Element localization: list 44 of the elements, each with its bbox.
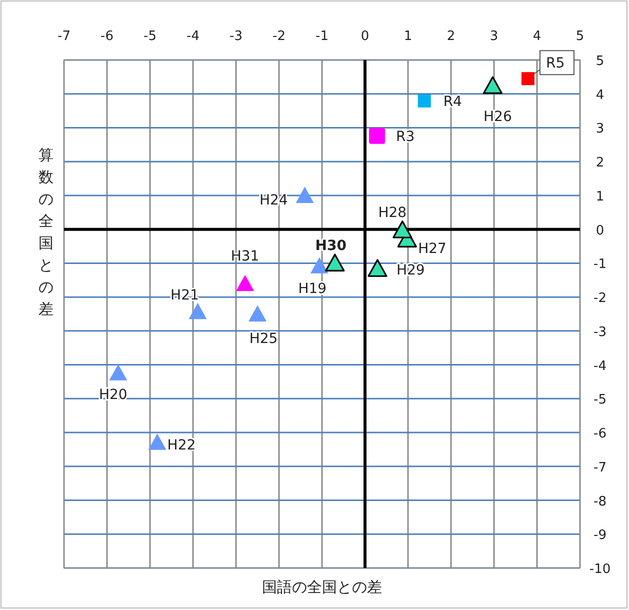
y-tick-label: -2: [594, 291, 606, 306]
data-label: H27: [418, 241, 446, 258]
x-tick-label: 0: [360, 29, 370, 44]
data-label: H19: [298, 280, 327, 297]
x-tick-label: 1: [404, 29, 412, 44]
y-tick-label: -8: [594, 494, 606, 510]
y-tick-label: -4: [594, 358, 606, 374]
data-label: H24: [259, 192, 288, 208]
y-tick-label: -3: [594, 324, 606, 340]
y-tick-label: -10: [589, 562, 611, 577]
data-label: H29: [396, 262, 425, 279]
x-tick-label: -7: [58, 29, 70, 44]
x-tick-label: -5: [144, 29, 156, 44]
data-label: H31: [230, 248, 260, 265]
y-tick-label: 5: [596, 54, 604, 69]
x-tick-label: -6: [100, 29, 114, 44]
data-label: H22: [167, 437, 196, 454]
x-tick-label: 5: [576, 29, 584, 44]
x-axis-title: 国語の全国との差: [262, 578, 382, 596]
data-label: R3: [396, 128, 415, 145]
y-tick-label: -7: [594, 460, 606, 476]
y-tick-label: 0: [596, 223, 604, 238]
x-tick-label: -1: [316, 29, 328, 44]
x-tick-label: -3: [230, 29, 242, 44]
data-label: R5: [546, 56, 565, 72]
x-tick-label: 4: [532, 29, 542, 44]
y-tick-label: 1: [596, 189, 604, 204]
y-tick-label: 2: [596, 156, 604, 171]
data-label: H30: [315, 238, 347, 254]
y-tick-label: 3: [596, 122, 604, 137]
data-label: H26: [484, 108, 512, 125]
y-tick-label: -6: [594, 426, 606, 442]
y-tick-label: 4: [596, 88, 604, 103]
x-tick-label: 2: [446, 29, 456, 44]
y-axis-title: 算数の全国との差: [38, 146, 54, 318]
data-label: H28: [378, 205, 407, 222]
y-tick-label: -1: [594, 257, 606, 272]
y-tick-label: -9: [594, 528, 606, 544]
x-tick-label: -4: [186, 29, 200, 44]
data-label: H25: [249, 331, 278, 348]
data-label: R4: [443, 94, 462, 110]
x-tick-label: -2: [272, 29, 286, 44]
y-tick-label: -5: [594, 392, 606, 408]
x-tick-label: 3: [490, 29, 498, 44]
